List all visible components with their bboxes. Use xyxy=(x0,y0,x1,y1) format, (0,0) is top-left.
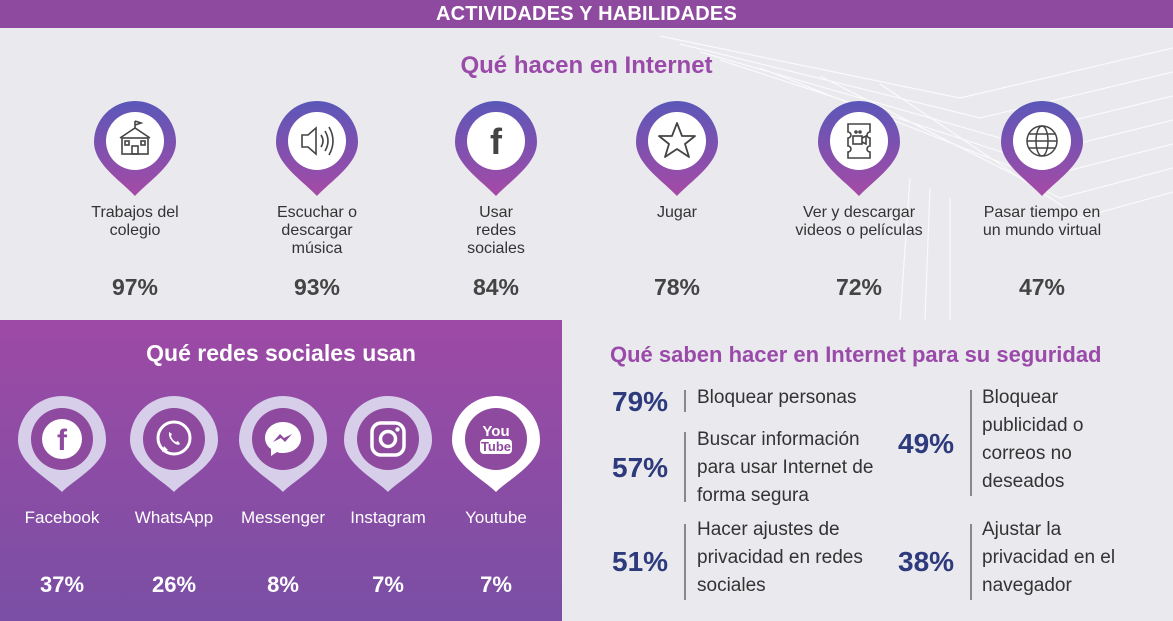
internet-title: Qué hacen en Internet xyxy=(460,52,713,79)
activity-label: Jugar xyxy=(656,204,698,221)
activity-label: Pasar tiempo en un mundo virtual xyxy=(982,204,1102,239)
network-percent: 7% xyxy=(480,572,512,597)
star-icon xyxy=(636,101,718,196)
skill-divider xyxy=(684,432,686,502)
activity-item: Jugar 78% xyxy=(592,98,762,300)
activity-item: Trabajos del colegio 97% xyxy=(50,98,220,300)
network-label: Messenger xyxy=(240,508,326,527)
activity-percent: 84% xyxy=(472,274,520,300)
internet-activities-section: Qué hacen en Internet Trabajos del coleg… xyxy=(0,28,1173,320)
skill-label: Bloquear personas xyxy=(697,387,857,408)
skill-percent: 57% xyxy=(612,452,669,483)
svg-text:f: f xyxy=(57,424,68,457)
skill-percent: 38% xyxy=(898,546,955,577)
activity-item: Pasar tiempo en un mundo virtual 47% xyxy=(957,98,1127,300)
video-ticket-icon xyxy=(818,101,900,196)
skill-label: Buscar información para usar Internet de… xyxy=(697,429,874,506)
activity-item: Ver y descargar videos o películas 72% xyxy=(774,98,944,300)
skill-divider xyxy=(970,524,972,600)
facebook-icon: f xyxy=(18,396,106,492)
network-percent: 8% xyxy=(267,572,299,597)
activity-percent: 78% xyxy=(653,274,701,300)
activity-percent: 97% xyxy=(111,274,159,300)
skill-percent: 51% xyxy=(612,546,669,577)
network-percent: 7% xyxy=(372,572,404,597)
security-section: Qué saben hacer en Internet para su segu… xyxy=(562,320,1173,621)
network-label: Facebook xyxy=(24,508,100,527)
globe-icon xyxy=(1001,101,1083,196)
svg-text:You: You xyxy=(482,423,509,440)
network-item: You Tube Youtube 7% xyxy=(446,394,546,597)
skill-label: Ajustar la privacidad en el navegador xyxy=(982,519,1116,596)
skill-divider xyxy=(684,524,686,600)
skill-divider xyxy=(684,390,686,412)
network-item: Messenger 8% xyxy=(233,394,333,597)
network-label: Instagram xyxy=(350,508,426,527)
social-title: Qué redes sociales usan xyxy=(146,340,416,366)
activity-label: Ver y descargar videos o películas xyxy=(795,204,923,239)
network-label: Youtube xyxy=(465,508,527,527)
network-percent: 37% xyxy=(39,572,85,597)
activity-percent: 47% xyxy=(1018,274,1066,300)
network-percent: 26% xyxy=(151,572,197,597)
network-item: f Facebook 37% xyxy=(12,394,112,597)
activity-item: f Usar redes sociales 84% xyxy=(411,98,581,300)
network-item: Instagram 7% xyxy=(338,394,438,597)
activity-percent: 93% xyxy=(293,274,341,300)
skill-percent: 49% xyxy=(898,428,955,459)
security-title: Qué saben hacer en Internet para su segu… xyxy=(610,342,1102,367)
activity-label: Trabajos del colegio xyxy=(91,204,179,239)
svg-text:Tube: Tube xyxy=(481,439,511,454)
network-item: WhatsApp 26% xyxy=(124,394,224,597)
network-label: WhatsApp xyxy=(134,508,214,527)
svg-text:f: f xyxy=(490,121,503,162)
whatsapp-icon xyxy=(130,396,218,492)
social-networks-section: Qué redes sociales usan f Facebook 37% W… xyxy=(0,320,562,621)
section-banner: ACTIVIDADES Y HABILIDADES xyxy=(0,0,1173,28)
activity-label: Escuchar o descargar música xyxy=(276,204,358,257)
activity-label: Usar redes sociales xyxy=(467,204,525,257)
activity-item: Escuchar o descargar música 93% xyxy=(232,98,402,300)
skill-percent: 79% xyxy=(612,386,669,417)
school-icon xyxy=(94,101,176,196)
youtube-icon: You Tube xyxy=(452,396,540,492)
activity-percent: 72% xyxy=(835,274,883,300)
messenger-icon xyxy=(239,396,327,492)
speaker-icon xyxy=(276,101,358,196)
skill-label: Bloquear publicidad o correos no deseado… xyxy=(982,387,1084,492)
skill-divider xyxy=(970,390,972,496)
facebook-icon: f xyxy=(455,101,537,196)
instagram-icon xyxy=(344,396,432,492)
skill-label: Hacer ajustes de privacidad en redes soc… xyxy=(697,519,863,596)
